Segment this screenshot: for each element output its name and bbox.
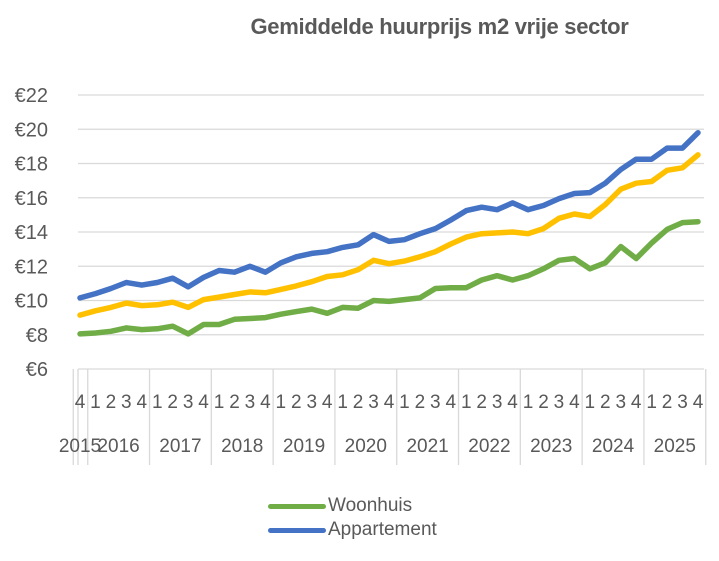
- y-tick-label: €8: [26, 325, 48, 347]
- x-quarter-label: 1: [585, 392, 596, 413]
- x-quarter-label: 4: [631, 392, 642, 413]
- x-year-label: 2019: [283, 436, 325, 457]
- x-year-label: 2024: [592, 436, 635, 457]
- x-quarter-label: 2: [415, 392, 426, 413]
- x-quarter-label: 3: [554, 392, 565, 413]
- legend-item-woonhuis: Woonhuis: [268, 494, 437, 518]
- y-tick-label: €10: [15, 291, 48, 313]
- x-quarter-label: 1: [90, 392, 101, 413]
- x-quarter-label: 4: [569, 392, 580, 413]
- x-quarter-label: 1: [214, 392, 225, 413]
- x-quarter-label: 3: [492, 392, 503, 413]
- y-tick-label: €22: [15, 85, 48, 107]
- x-quarter-label: 3: [306, 392, 317, 413]
- x-year-label: 2015: [59, 436, 101, 457]
- x-quarter-label: 1: [399, 392, 410, 413]
- x-quarter-label: 2: [106, 392, 117, 413]
- y-tick-label: €18: [15, 154, 48, 176]
- x-year-label: 2020: [345, 436, 387, 457]
- x-quarter-label: 4: [137, 392, 148, 413]
- x-quarter-label: 1: [646, 392, 657, 413]
- x-quarter-label: 2: [538, 392, 549, 413]
- x-quarter-label: 3: [121, 392, 132, 413]
- x-quarter-label: 4: [260, 392, 271, 413]
- chart-title: Gemiddelde huurprijs m2 vrije sector: [250, 14, 629, 39]
- legend-swatch-appartement: [268, 527, 326, 533]
- x-year-label: 2025: [654, 436, 696, 457]
- legend-label-woonhuis: Woonhuis: [328, 495, 413, 516]
- x-quarter-label: 1: [152, 392, 163, 413]
- x-quarter-label: 1: [337, 392, 348, 413]
- x-quarter-label: 3: [368, 392, 379, 413]
- x-year-label: 2017: [159, 436, 201, 457]
- x-quarter-label: 4: [75, 392, 86, 413]
- y-tick-label: €12: [15, 256, 48, 278]
- x-quarter-label: 4: [507, 392, 518, 413]
- x-quarter-label: 1: [461, 392, 472, 413]
- x-quarter-label: 2: [476, 392, 487, 413]
- series-line-gemiddeld: [77, 152, 701, 318]
- x-quarter-label: 4: [384, 392, 395, 413]
- y-tick-label: €16: [15, 188, 48, 210]
- x-quarter-label: 3: [183, 392, 194, 413]
- x-quarter-label: 2: [353, 392, 364, 413]
- x-quarter-label: 2: [167, 392, 178, 413]
- x-quarter-label: 1: [276, 392, 287, 413]
- x-quarter-label: 2: [662, 392, 673, 413]
- chart-legend: Woonhuis Appartement: [268, 494, 437, 542]
- x-year-label: 2021: [406, 436, 448, 457]
- y-tick-label: €20: [15, 119, 48, 141]
- x-year-label: 2018: [221, 436, 263, 457]
- legend-swatch-woonhuis: [268, 503, 326, 509]
- x-quarter-label: 1: [523, 392, 534, 413]
- x-year-label: 2023: [530, 436, 572, 457]
- x-quarter-label: 3: [677, 392, 688, 413]
- legend-item-appartement: Appartement: [268, 518, 437, 542]
- x-quarter-label: 2: [229, 392, 240, 413]
- x-year-label: 2016: [97, 436, 139, 457]
- x-quarter-label: 4: [446, 392, 457, 413]
- x-quarter-label: 3: [245, 392, 256, 413]
- y-tick-label: €14: [15, 222, 48, 244]
- x-quarter-label: 4: [322, 392, 333, 413]
- x-quarter-label: 4: [198, 392, 209, 413]
- series-line-appartement: [77, 129, 701, 301]
- x-quarter-label: 3: [430, 392, 441, 413]
- x-quarter-label: 2: [291, 392, 302, 413]
- legend-label-appartement: Appartement: [328, 519, 437, 540]
- series-line-woonhuis: [77, 218, 701, 337]
- x-year-label: 2022: [468, 436, 510, 457]
- y-tick-label: €6: [26, 359, 48, 381]
- x-quarter-label: 2: [600, 392, 611, 413]
- x-quarter-label: 4: [693, 392, 704, 413]
- x-quarter-label: 3: [615, 392, 626, 413]
